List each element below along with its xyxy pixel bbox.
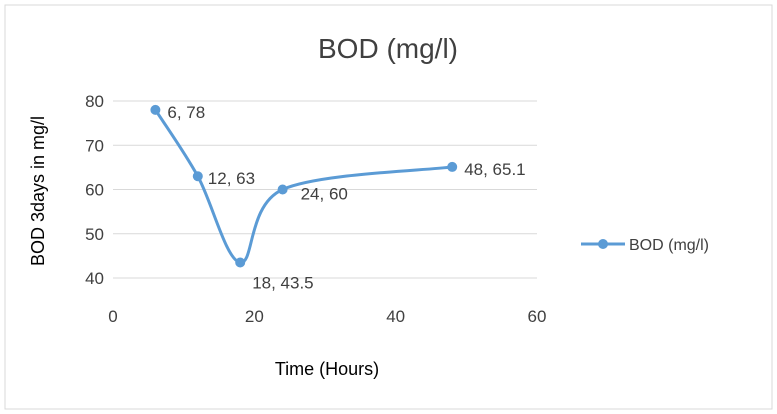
chart-title: BOD (mg/l)	[318, 33, 458, 64]
y-tick-label-80: 80	[85, 92, 104, 111]
data-label-4: 48, 65.1	[464, 160, 525, 179]
y-tick-label-70: 70	[85, 136, 104, 155]
data-label-0: 6, 78	[167, 103, 205, 122]
x-axis-label: Time (Hours)	[275, 359, 379, 379]
gridlines	[113, 100, 537, 279]
legend-marker	[598, 239, 608, 249]
y-tick-label-40: 40	[85, 269, 104, 288]
x-tick-label-0: 0	[108, 307, 117, 326]
y-tick-label-60: 60	[85, 181, 104, 200]
series-group	[150, 104, 458, 268]
data-point-4	[447, 161, 458, 172]
legend-label: BOD (mg/l)	[629, 237, 709, 254]
data-point-0	[150, 104, 161, 115]
x-tick-label-20: 20	[245, 307, 264, 326]
y-axis-label: BOD 3days in mg/l	[28, 116, 48, 266]
data-labels: 6, 78 12, 63 18, 43.5 24, 60 48, 65.1	[167, 103, 525, 293]
series-line-0	[153, 108, 454, 265]
data-point-3	[277, 184, 288, 195]
x-tick-label-40: 40	[386, 307, 405, 326]
data-label-1: 12, 63	[208, 169, 255, 188]
x-tick-label-60: 60	[528, 307, 547, 326]
data-point-2	[235, 257, 246, 268]
data-label-3: 24, 60	[301, 185, 348, 204]
chart-border	[4, 4, 773, 410]
x-axis-ticks: 0 20 40 60	[108, 307, 546, 326]
data-label-2: 18, 43.5	[252, 274, 313, 293]
legend: BOD (mg/l)	[581, 237, 709, 254]
y-axis-ticks: 40 50 60 70 80	[85, 92, 104, 288]
y-tick-label-50: 50	[85, 225, 104, 244]
data-point-1	[192, 171, 203, 182]
